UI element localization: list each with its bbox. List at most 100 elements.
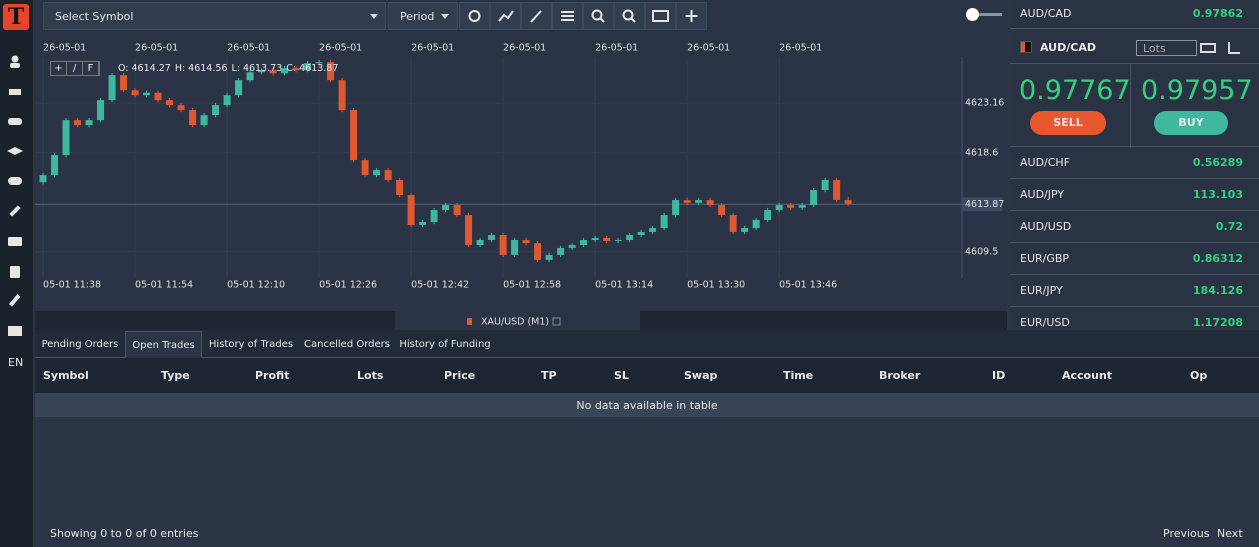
column-header[interactable]: Broker (879, 369, 921, 382)
column-header[interactable]: Symbol (43, 369, 89, 382)
column-header[interactable]: Profit (255, 369, 290, 382)
period-select[interactable]: Period (388, 2, 458, 30)
candle-body (212, 105, 220, 116)
icon[interactable] (11, 55, 19, 63)
x-tick-label: 05-01 11:54 (135, 280, 193, 291)
column-header[interactable]: Time (783, 369, 814, 382)
slider-thumb[interactable] (966, 8, 979, 21)
candle-body (591, 238, 599, 241)
next-button[interactable]: Next (1217, 527, 1243, 540)
tool-button[interactable] (614, 2, 645, 30)
x-tick-label: 05-01 13:46 (779, 280, 837, 291)
x-top-label: 26-05-01 (227, 43, 270, 54)
chart-control[interactable]: F (83, 62, 99, 75)
candle-body (775, 205, 783, 211)
icon (591, 9, 603, 21)
candle-body (350, 110, 358, 161)
candle-body (465, 215, 473, 246)
column-header[interactable]: ID (992, 369, 1006, 382)
x-tick-label: 05-01 13:14 (595, 280, 653, 291)
candle-body (706, 200, 714, 206)
candle-body (246, 72, 254, 81)
tab[interactable]: Open Trades (125, 331, 202, 359)
candle-body (453, 205, 461, 216)
x-tick-label: 05-01 13:30 (687, 280, 745, 291)
candle-body (373, 170, 381, 176)
x-tick-label: 05-01 12:26 (319, 280, 377, 291)
column-header[interactable]: Op (1190, 369, 1208, 382)
cash-icon[interactable] (1200, 43, 1216, 53)
tab[interactable]: Pending Orders (41, 339, 119, 350)
column-header[interactable]: Type (161, 369, 190, 382)
quote-price: 0.56289 (1192, 156, 1243, 169)
candle-body (637, 231, 645, 235)
candle-body (143, 92, 151, 96)
slider-track (968, 13, 1002, 16)
chart-control[interactable]: / (67, 62, 83, 75)
tab[interactable]: Cancelled Orders (304, 339, 390, 350)
icon[interactable] (9, 89, 21, 95)
ohlc-value: 4613.73 (242, 63, 283, 74)
y-tick-label: 4609.5 (965, 246, 998, 257)
icon[interactable] (8, 177, 22, 185)
tab[interactable]: History of Trades (208, 339, 294, 350)
chart-icon[interactable] (1228, 42, 1240, 54)
close-icon[interactable] (552, 317, 561, 326)
candle-body (580, 240, 588, 246)
tool-button[interactable] (583, 2, 614, 30)
lots-input[interactable]: Lots (1136, 40, 1197, 56)
tool-button[interactable] (645, 2, 676, 30)
column-header[interactable]: Swap (684, 369, 718, 382)
quote-row[interactable]: EUR/JPY 184.126 (1010, 275, 1259, 307)
column-header[interactable]: SL (614, 369, 629, 382)
tool-button[interactable] (459, 2, 490, 30)
buy-button[interactable]: BUY (1154, 111, 1228, 135)
candle-body (361, 160, 369, 176)
candle-body (844, 199, 852, 205)
quote-price: 0.72 (1215, 220, 1243, 233)
logo[interactable]: T (3, 4, 29, 30)
candle-body (787, 205, 795, 208)
candle-body (545, 254, 553, 260)
tab[interactable]: History of Funding (399, 339, 491, 350)
candle-body (752, 219, 760, 229)
candle-body (683, 200, 691, 203)
chart-control[interactable]: + (51, 62, 67, 75)
ohlc-value: 4614.56 (188, 63, 228, 74)
column-header[interactable]: TP (541, 369, 557, 382)
column-header[interactable]: Lots (357, 369, 384, 382)
icon[interactable] (7, 147, 23, 155)
quote-row[interactable]: AUD/CHF 0.56289 (1010, 147, 1259, 179)
empty-text: No data available in table (576, 399, 718, 412)
icon[interactable] (10, 266, 20, 278)
quote-row[interactable]: AUD/JPY 113.103 (1010, 179, 1259, 211)
ohlc-value: 4613.87 (299, 63, 339, 74)
icon[interactable] (8, 237, 22, 246)
candle-body (488, 234, 496, 241)
candle-body (154, 92, 162, 101)
quote-price: 0.97862 (1192, 7, 1243, 20)
candle-body (131, 90, 139, 96)
column-header[interactable]: Account (1062, 369, 1113, 382)
quotes-panel: AUD/CAD 0.97862 AUD/CAD Lots 0.97767 0.9… (1010, 0, 1259, 339)
icon[interactable] (8, 294, 21, 307)
column-header[interactable]: Price (444, 369, 476, 382)
symbol-select[interactable]: Select Symbol (43, 2, 386, 30)
candle-body (833, 180, 841, 200)
language[interactable]: EN (8, 356, 24, 369)
quote-price: 113.103 (1192, 188, 1243, 201)
quote-row[interactable]: EUR/GBP 0.86312 (1010, 243, 1259, 275)
quote-symbol: EUR/USD (1020, 316, 1070, 329)
prev-button[interactable]: Previous (1163, 527, 1210, 540)
icon[interactable] (9, 205, 21, 217)
icon[interactable] (8, 326, 22, 336)
quote-row[interactable]: AUD/USD 0.72 (1010, 211, 1259, 243)
symbol-tab (395, 311, 640, 330)
icon[interactable] (8, 118, 22, 125)
quote-row[interactable]: AUD/CAD 0.97862 (1010, 0, 1259, 29)
ohlc-key: C: (286, 63, 297, 74)
icon[interactable] (10, 63, 20, 68)
sell-button[interactable]: SELL (1030, 111, 1106, 135)
x-top-label: 26-05-01 (319, 43, 362, 54)
